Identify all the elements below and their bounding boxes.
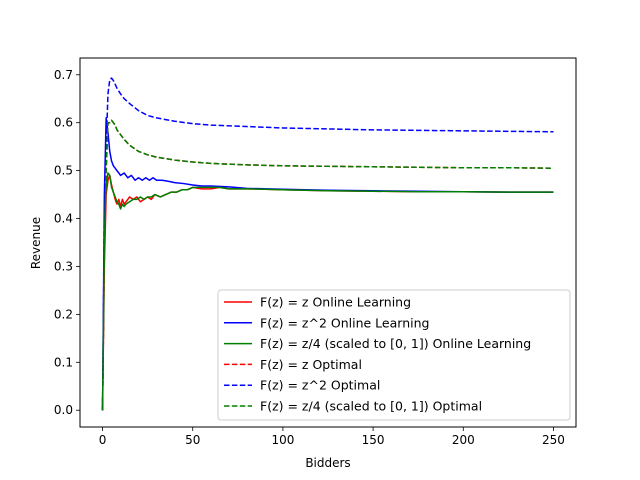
- y-axis-title: Revenue: [29, 217, 43, 269]
- legend-label-1: F(z) = z Online Learning: [260, 295, 411, 310]
- x-axis-title: Bidders: [305, 456, 350, 470]
- x-tick-label: 0: [99, 433, 107, 447]
- y-tick-label: 0.4: [54, 212, 73, 226]
- y-tick-label: 0.6: [54, 116, 73, 130]
- x-tick-label: 200: [452, 433, 475, 447]
- axes-frame: [79, 57, 577, 428]
- x-axis: 0 50 100 150 200 250: [99, 427, 565, 447]
- legend-label-4: F(z) = z Optimal: [260, 357, 362, 372]
- series-line-5: [101, 77, 554, 411]
- legend-label-5: F(z) = z^2 Optimal: [260, 378, 380, 393]
- series-line-6: [101, 119, 554, 411]
- legend-box: [217, 289, 571, 421]
- series-line-3: [101, 172, 554, 411]
- y-tick-label: 0.1: [54, 355, 73, 369]
- x-tick-label: 50: [185, 433, 200, 447]
- plot-lines: [101, 77, 554, 411]
- y-tick-label: 0.3: [54, 259, 73, 273]
- y-axis: 0.0 0.1 0.2 0.3 0.4 0.5 0.6 0.7: [54, 68, 80, 417]
- x-tick-label: 150: [362, 433, 385, 447]
- legend-label-3: F(z) = z/4 (scaled to [0, 1]) Online Lea…: [260, 336, 531, 351]
- y-tick-label: 0.0: [54, 403, 73, 417]
- legend: F(z) = z Online Learning F(z) = z^2 Onlin…: [217, 289, 571, 421]
- legend-label-6: F(z) = z/4 (scaled to [0, 1]) Optimal: [260, 399, 482, 414]
- y-tick-label: 0.7: [54, 68, 73, 82]
- legend-label-2: F(z) = z^2 Online Learning: [260, 315, 429, 330]
- y-tick-label: 0.2: [54, 307, 73, 321]
- x-tick-label: 100: [271, 433, 294, 447]
- x-tick-label: 250: [542, 433, 565, 447]
- y-tick-label: 0.5: [54, 164, 73, 178]
